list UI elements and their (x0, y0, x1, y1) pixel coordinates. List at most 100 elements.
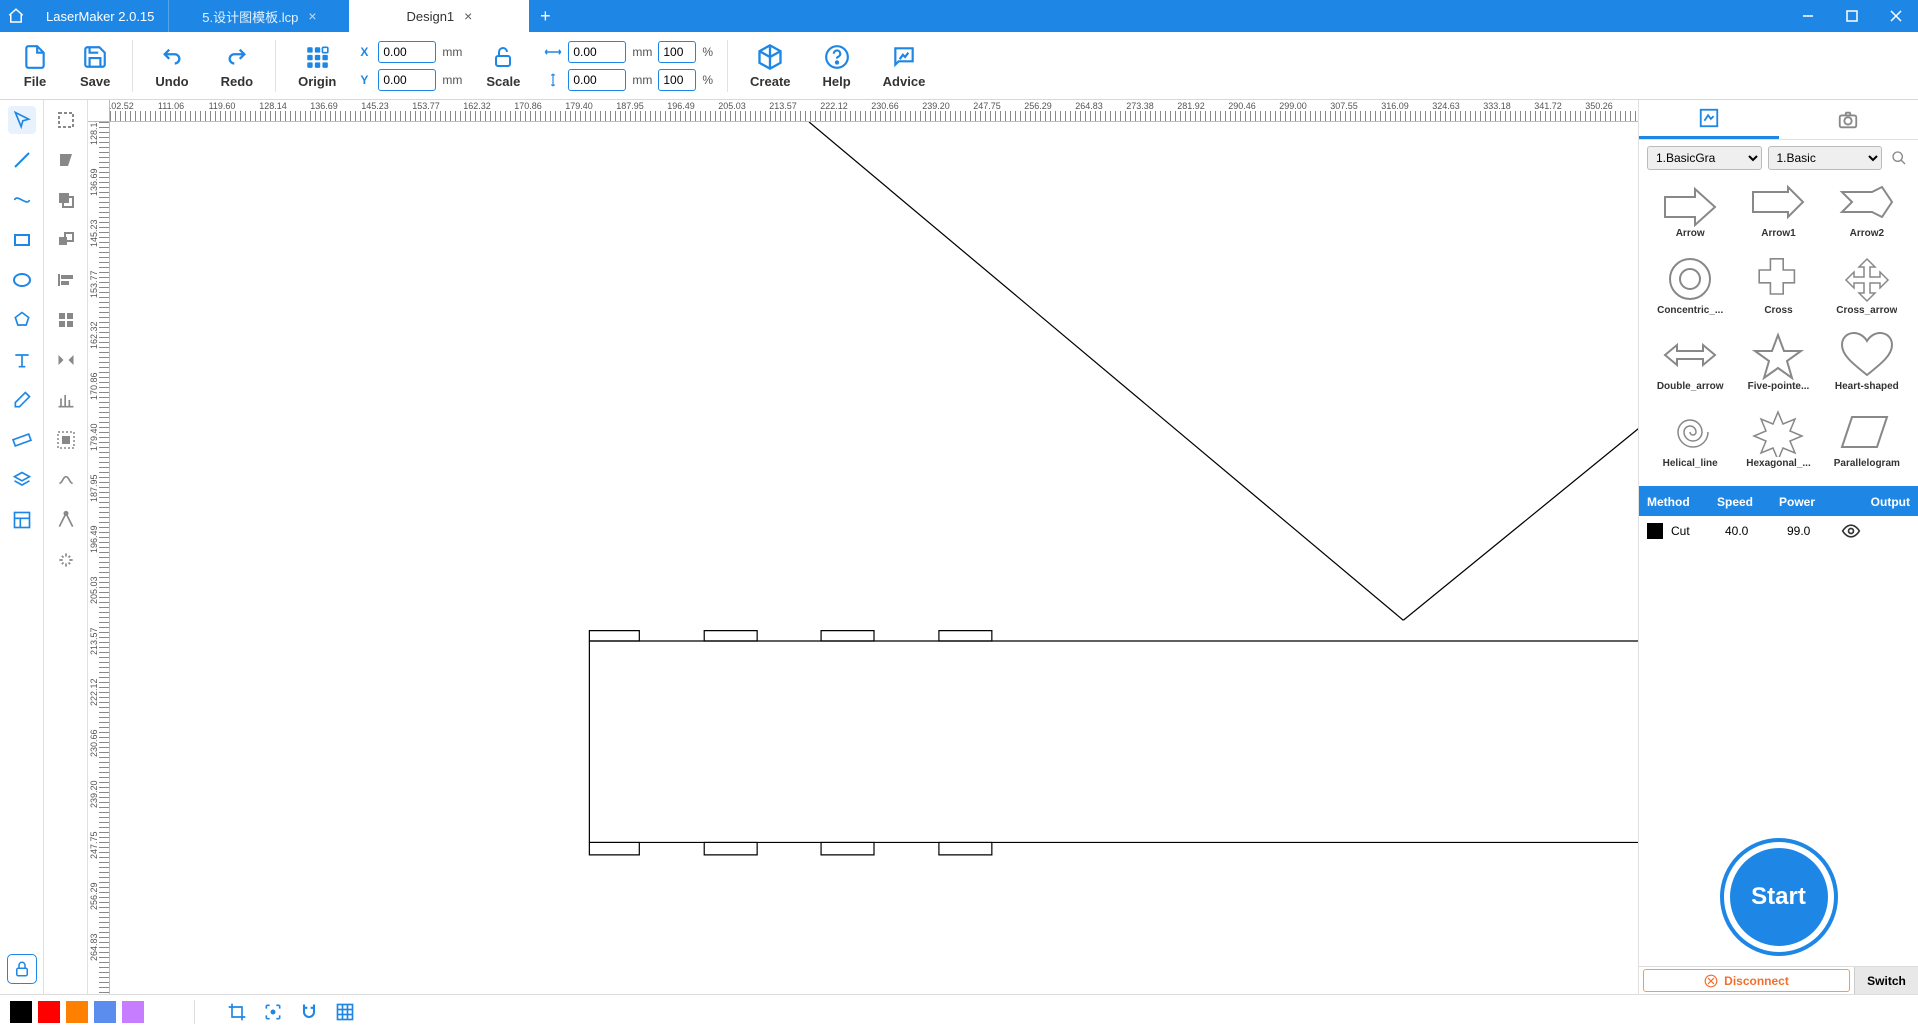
magnet-tool[interactable] (295, 998, 323, 1026)
array-tool[interactable] (52, 426, 80, 454)
marquee-tool[interactable] (52, 106, 80, 134)
polygon-tool[interactable] (8, 306, 36, 334)
width-icon (544, 45, 562, 59)
y-input[interactable] (378, 69, 436, 91)
shape-library: ArrowArrow1Arrow2 Concentric_...CrossCros… (1639, 176, 1918, 486)
color-swatch[interactable] (38, 1001, 60, 1023)
shape-double_arrow[interactable]: Double_arrow (1647, 333, 1733, 406)
grid-tool[interactable] (52, 306, 80, 334)
start-button[interactable]: Start (1724, 842, 1834, 952)
width-pct-input[interactable] (658, 41, 696, 63)
shape-arrow1[interactable]: Arrow1 (1735, 180, 1821, 253)
shape-concentric_...[interactable]: Concentric_... (1647, 257, 1733, 330)
line-tool[interactable] (8, 146, 36, 174)
canvas[interactable] (110, 122, 1638, 994)
lock-icon (491, 42, 515, 72)
spark-tool[interactable] (52, 546, 80, 574)
layers-tool[interactable] (8, 466, 36, 494)
left-toolbar-2 (44, 100, 88, 994)
help-button[interactable]: Help (809, 38, 865, 93)
y-label: Y (360, 73, 372, 87)
undo-button[interactable]: Undo (141, 38, 202, 93)
xy-coords: X mm Y mm (354, 41, 468, 91)
shapes-panel-tab[interactable] (1639, 100, 1779, 139)
text-tool[interactable] (8, 346, 36, 374)
crop-tool[interactable] (223, 998, 251, 1026)
shape-category-1[interactable]: 1.BasicGra (1647, 146, 1762, 170)
tab-file-2[interactable]: Design1 × (349, 0, 529, 32)
select-tool[interactable] (8, 106, 36, 134)
height-pct-input[interactable] (658, 69, 696, 91)
advice-icon (890, 42, 918, 72)
layer-color-swatch (1647, 523, 1663, 539)
lock-button[interactable] (7, 954, 37, 984)
path-tool[interactable] (52, 466, 80, 494)
close-icon[interactable]: × (308, 8, 316, 24)
disconnect-button[interactable]: Disconnect (1643, 969, 1850, 992)
cube-icon (756, 42, 784, 72)
shape-heart-shaped[interactable]: Heart-shaped (1824, 333, 1910, 406)
tab-file-1[interactable]: 5.设计图模板.lcp × (169, 0, 349, 32)
undo-icon (158, 42, 186, 72)
redo-button[interactable]: Redo (207, 38, 268, 93)
shape-category-2[interactable]: 1.Basic (1768, 146, 1883, 170)
search-icon[interactable] (1888, 147, 1910, 169)
graph-tool[interactable] (52, 386, 80, 414)
align-tool[interactable] (52, 266, 80, 294)
shape-five-pointe...[interactable]: Five-pointe... (1735, 333, 1821, 406)
mm-unit: mm (442, 73, 462, 87)
origin-button[interactable]: Origin (284, 38, 350, 93)
vector-tool[interactable] (52, 506, 80, 534)
color-swatch[interactable] (94, 1001, 116, 1023)
advice-button[interactable]: Advice (869, 38, 940, 93)
layout-tool[interactable] (8, 506, 36, 534)
color-swatch[interactable] (66, 1001, 88, 1023)
shape-arrow[interactable]: Arrow (1647, 180, 1733, 253)
close-icon[interactable]: × (464, 8, 472, 24)
minimize-button[interactable] (1786, 0, 1830, 32)
focus-tool[interactable] (259, 998, 287, 1026)
shape-parallelogram[interactable]: Parallelogram (1824, 410, 1910, 483)
drawing (110, 122, 1638, 994)
home-button[interactable] (0, 0, 32, 32)
file-button[interactable]: File (8, 38, 62, 93)
add-tab-button[interactable]: + (529, 0, 561, 32)
shape-hexagonal_...[interactable]: Hexagonal_... (1735, 410, 1821, 483)
maximize-button[interactable] (1830, 0, 1874, 32)
ellipse-tool[interactable] (8, 266, 36, 294)
redo-icon (223, 42, 251, 72)
x-label: X (360, 45, 372, 59)
eraser-tool[interactable] (8, 386, 36, 414)
fill-tool[interactable] (52, 146, 80, 174)
grid-toggle[interactable] (331, 998, 359, 1026)
rect-tool[interactable] (8, 226, 36, 254)
save-button[interactable]: Save (66, 38, 124, 93)
shape-helical_line[interactable]: Helical_line (1647, 410, 1733, 483)
bottom-bar (0, 994, 1918, 1028)
shape-cross[interactable]: Cross (1735, 257, 1821, 330)
help-icon (824, 42, 850, 72)
scale-tool[interactable] (52, 226, 80, 254)
save-icon (82, 42, 108, 72)
create-button[interactable]: Create (736, 38, 804, 93)
width-input[interactable] (568, 41, 626, 63)
color-swatch[interactable] (10, 1001, 32, 1023)
tab-label: 5.设计图模板.lcp (202, 7, 298, 26)
height-input[interactable] (568, 69, 626, 91)
camera-panel-tab[interactable] (1779, 100, 1918, 139)
tab-label: Design1 (406, 9, 454, 24)
layer-row[interactable]: Cut 40.0 99.0 (1639, 516, 1918, 546)
mirror-tool[interactable] (52, 346, 80, 374)
duplicate-tool[interactable] (52, 186, 80, 214)
scale-button[interactable]: Scale (472, 38, 534, 93)
mm-unit: mm (442, 45, 462, 59)
x-input[interactable] (378, 41, 436, 63)
ruler-tool[interactable] (8, 426, 36, 454)
color-swatch[interactable] (122, 1001, 144, 1023)
curve-tool[interactable] (8, 186, 36, 214)
switch-button[interactable]: Switch (1854, 967, 1918, 994)
close-button[interactable] (1874, 0, 1918, 32)
shape-arrow2[interactable]: Arrow2 (1824, 180, 1910, 253)
shape-cross_arrow[interactable]: Cross_arrow (1824, 257, 1910, 330)
visibility-icon[interactable] (1841, 521, 1918, 541)
